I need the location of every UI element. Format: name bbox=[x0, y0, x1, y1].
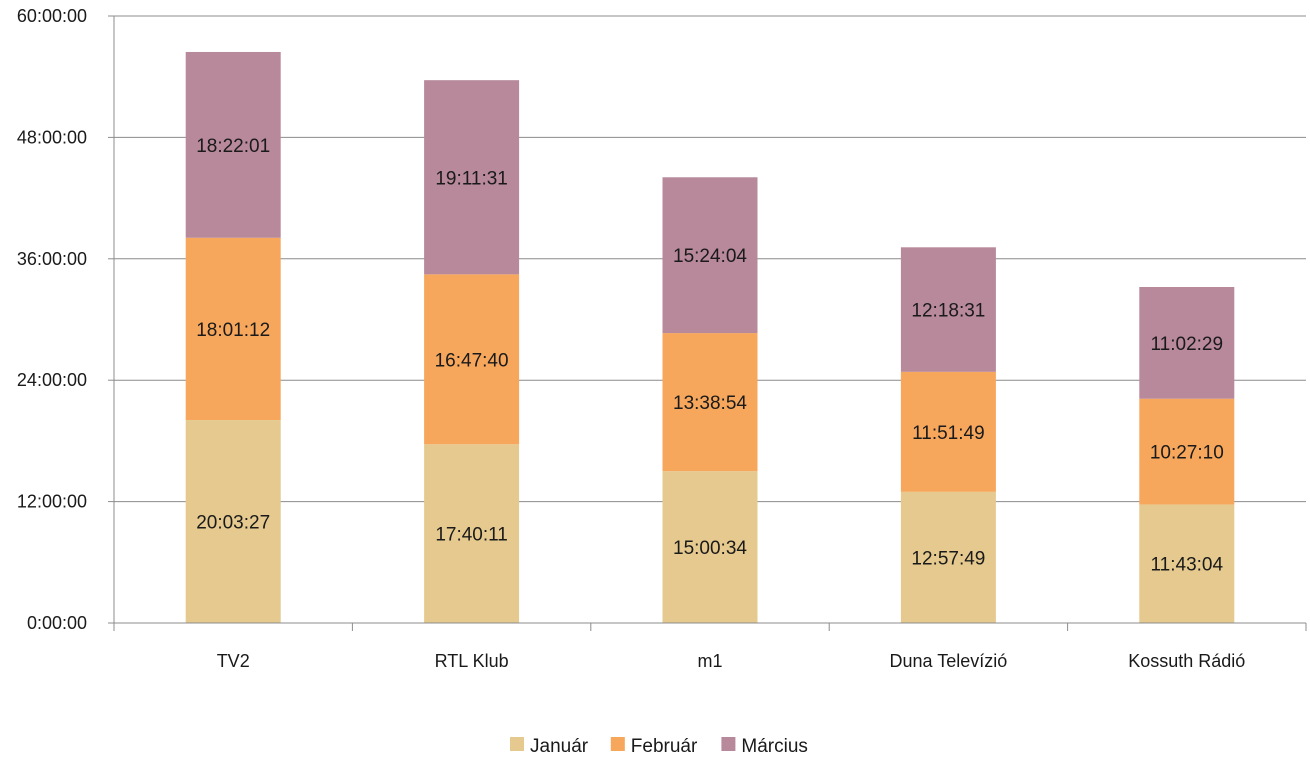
data-label: 17:40:11 bbox=[435, 525, 508, 546]
bar-segment bbox=[900, 371, 996, 492]
data-label: 10:27:10 bbox=[1150, 443, 1224, 464]
y-tick-label: 24:00:00 bbox=[17, 370, 87, 390]
y-tick-label: 12:00:00 bbox=[17, 492, 87, 512]
x-tick-label: Duna Televízió bbox=[890, 651, 1008, 671]
legend-swatch bbox=[610, 737, 625, 751]
legend-swatch bbox=[721, 737, 736, 751]
y-tick-label: 60:00:00 bbox=[17, 6, 87, 26]
bar-segment bbox=[424, 80, 520, 275]
axes: 0:00:00 12:00:00 24:00:00 36:00:00 48:00:00 6… bbox=[17, 6, 1307, 671]
x-tick-label: Kossuth Rádió bbox=[1128, 651, 1245, 671]
data-label: 11:02:29 bbox=[1151, 334, 1224, 355]
data-label: 18:01:12 bbox=[196, 320, 270, 341]
data-label: 15:24:04 bbox=[673, 246, 747, 267]
data-label: 20:03:27 bbox=[196, 513, 270, 534]
y-tick-label: 36:00:00 bbox=[17, 249, 87, 269]
x-tick-label: RTL Klub bbox=[435, 651, 509, 671]
bar-segment bbox=[424, 274, 520, 445]
data-label: 12:57:49 bbox=[911, 548, 985, 569]
legend: Január Február Március bbox=[510, 736, 808, 757]
data-label: 15:00:34 bbox=[673, 538, 747, 559]
legend-label: Március bbox=[741, 736, 808, 757]
bar-segment bbox=[185, 237, 281, 421]
bar-segment bbox=[185, 420, 281, 623]
x-tick-label: m1 bbox=[697, 651, 722, 671]
bar-segment bbox=[1139, 398, 1235, 505]
data-label: 19:11:31 bbox=[435, 168, 508, 189]
data-label: 13:38:54 bbox=[673, 393, 747, 414]
bar-segment bbox=[900, 247, 996, 372]
bar-segment bbox=[1139, 287, 1235, 399]
bar-segment bbox=[662, 333, 758, 472]
legend-label: Február bbox=[631, 736, 698, 757]
data-label: 12:18:31 bbox=[911, 301, 985, 322]
data-label: 16:47:40 bbox=[435, 350, 509, 371]
bars: 20:03:27 18:01:12 18:22:01 17:40:11 16:47:40… bbox=[185, 51, 1235, 623]
bar-segment bbox=[662, 177, 758, 334]
bar-segment bbox=[1139, 504, 1235, 623]
bar-segment bbox=[185, 51, 281, 238]
legend-label: Január bbox=[530, 736, 589, 757]
y-tick-label: 0:00:00 bbox=[27, 613, 87, 633]
bar-segment bbox=[900, 491, 996, 623]
data-label: 18:22:01 bbox=[196, 136, 270, 157]
data-label: 11:51:49 bbox=[912, 423, 985, 444]
data-label: 11:43:04 bbox=[1151, 555, 1224, 576]
bar-segment bbox=[424, 444, 520, 623]
y-tick-label: 48:00:00 bbox=[17, 127, 87, 147]
legend-swatch bbox=[510, 737, 524, 751]
x-tick-label: TV2 bbox=[217, 651, 250, 671]
bar-segment bbox=[662, 471, 758, 623]
